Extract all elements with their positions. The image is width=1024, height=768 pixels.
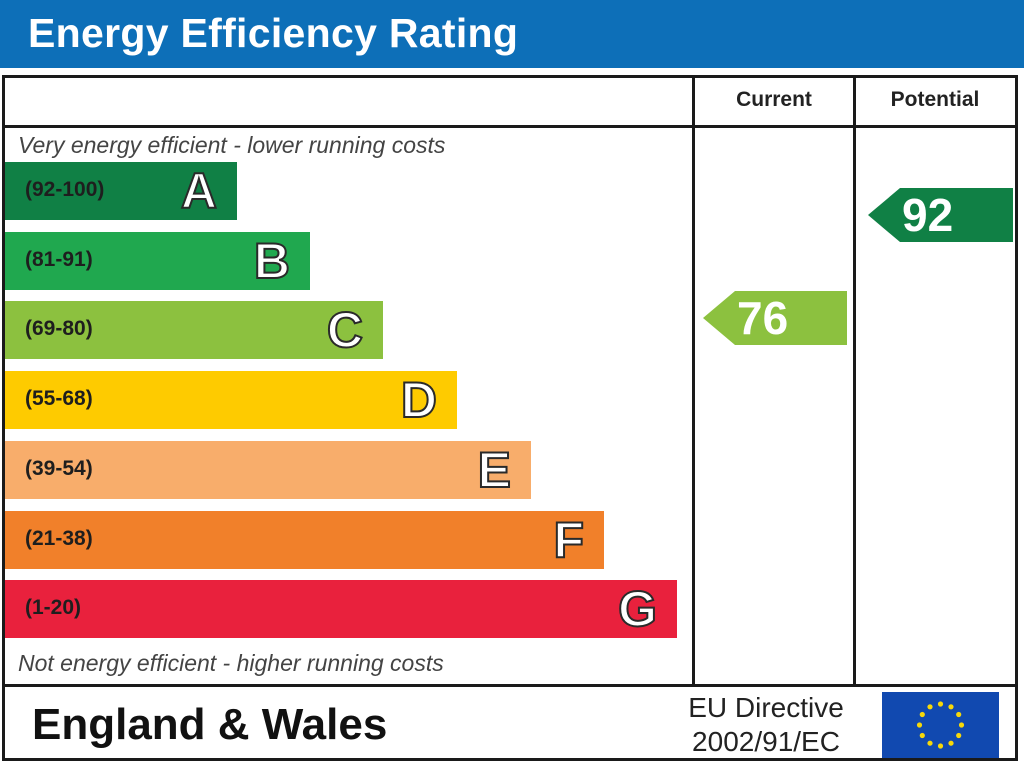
band-letter: E xyxy=(477,441,512,499)
chart-title: Energy Efficiency Rating xyxy=(28,10,519,56)
region-label: England & Wales xyxy=(32,700,388,749)
eu-flag-icon xyxy=(882,692,999,758)
current-column-divider xyxy=(692,75,695,686)
band-range-label: (21-38) xyxy=(25,527,93,550)
potential-rating-arrow: 92 xyxy=(868,188,1013,242)
band-f: (21-38) F xyxy=(5,511,604,569)
footer-divider xyxy=(2,684,1018,687)
eu-star-icon xyxy=(948,740,954,746)
band-letter: F xyxy=(552,511,585,569)
current-rating-arrow-shape xyxy=(703,291,847,345)
band-letter: A xyxy=(180,162,218,220)
eu-star-icon xyxy=(937,743,944,749)
eu-star-icon xyxy=(927,704,933,710)
band-e: (39-54) E xyxy=(5,441,531,499)
band-range-label: (1-20) xyxy=(25,596,82,619)
eu-star-icon xyxy=(927,740,933,746)
band-c: (69-80) C xyxy=(5,301,383,359)
eu-star-icon xyxy=(958,722,965,728)
band-g: (1-20) G xyxy=(5,580,677,638)
eu-star-icon xyxy=(919,711,925,718)
eu-star-icon xyxy=(956,732,962,739)
eu-star-icon xyxy=(956,711,962,718)
band-b: (81-91) B xyxy=(5,232,310,290)
band-range-label: (92-100) xyxy=(25,178,105,201)
directive-line-2: 2002/91/EC xyxy=(692,726,840,757)
eu-star-icon xyxy=(937,701,944,707)
band-range-label: (39-54) xyxy=(25,457,93,480)
title-bar: Energy Efficiency Rating xyxy=(0,0,1024,68)
chart-frame xyxy=(2,75,1018,761)
directive-line-1: EU Directive xyxy=(688,692,844,723)
band-letter: D xyxy=(400,371,438,429)
current-column-header: Current xyxy=(736,88,812,111)
current-rating-arrow-polygon xyxy=(703,291,847,345)
band-range-label: (69-80) xyxy=(25,317,93,340)
band-range-label: (55-68) xyxy=(25,387,93,410)
potential-column-header: Potential xyxy=(890,88,980,111)
eu-star-icon xyxy=(919,732,925,739)
potential-rating-arrow-value: 92 xyxy=(902,189,954,241)
efficient-note: Very energy efficient - lower running co… xyxy=(18,132,446,158)
potential-rating-arrow-polygon xyxy=(868,188,1013,242)
band-letter: G xyxy=(617,580,658,638)
band-letter: C xyxy=(326,301,364,359)
potential-rating-arrow-shape xyxy=(868,188,1013,242)
band-range-label: (81-91) xyxy=(25,248,93,271)
potential-column-divider xyxy=(853,75,856,686)
header-divider xyxy=(2,125,1018,128)
band-d: (55-68) D xyxy=(5,371,457,429)
band-a: (92-100) A xyxy=(5,162,237,220)
band-letter: B xyxy=(253,232,291,290)
eu-star-icon xyxy=(916,722,923,728)
current-rating-arrow: 76 xyxy=(703,291,847,345)
inefficient-note: Not energy efficient - higher running co… xyxy=(18,650,444,676)
current-rating-arrow-value: 76 xyxy=(737,292,789,344)
eu-star-icon xyxy=(948,704,954,710)
